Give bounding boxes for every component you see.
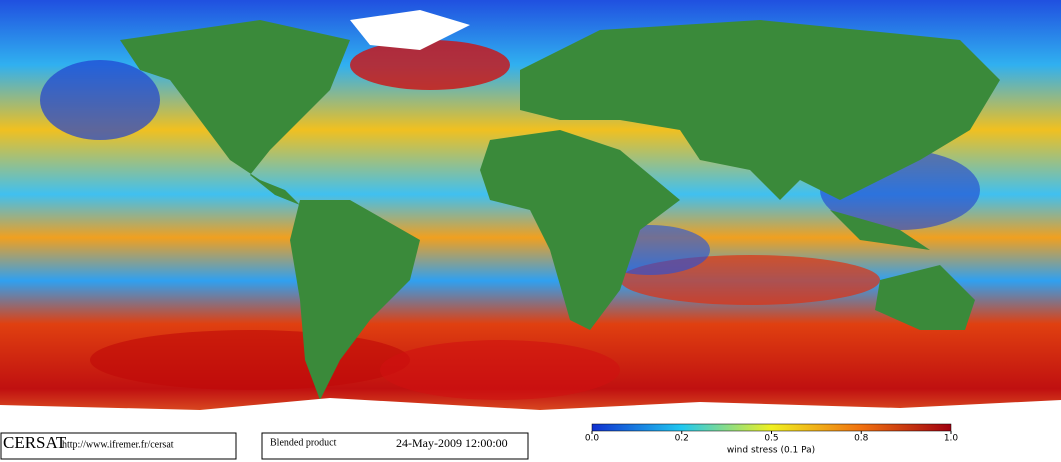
- ice: [0, 10, 1061, 432]
- logo: CERSAT: [3, 433, 67, 452]
- colorbar-tick-label: 0.5: [764, 434, 778, 444]
- colorbar: [591, 423, 952, 432]
- date: 24-May-2009 12:00:00: [396, 436, 508, 450]
- colorbar-tick-label: 0.8: [854, 434, 869, 444]
- colorbar-tick-label: 0.2: [675, 434, 689, 444]
- footer: CERSAT http://www.ifremer.fr/cersat Blen…: [0, 423, 1061, 462]
- land: [120, 20, 1000, 400]
- colorbar-tick-label: 0.0: [585, 434, 600, 444]
- product: Blended product: [270, 437, 337, 448]
- url: http://www.ifremer.fr/cersat: [62, 439, 174, 450]
- colorbar-label: wind stress (0.1 Pa): [727, 446, 815, 456]
- colorbar-tick-label: 1.0: [944, 434, 959, 444]
